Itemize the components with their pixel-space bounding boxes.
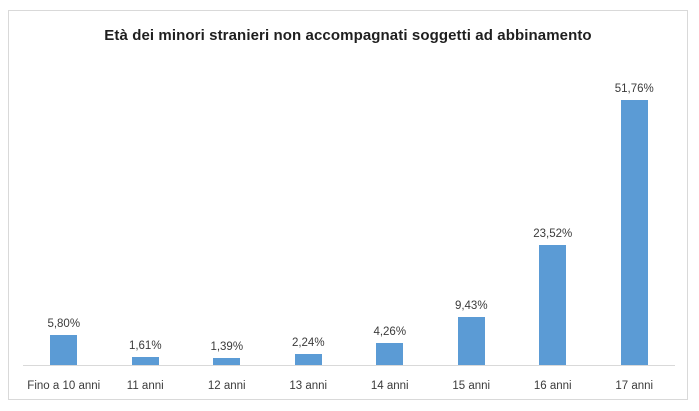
- bar-value-label: 1,39%: [210, 341, 244, 353]
- x-axis-label: 11 anni: [126, 380, 164, 392]
- x-axis-label: 13 anni: [289, 380, 328, 392]
- bar-value-label: 9,43%: [454, 300, 488, 312]
- bar-value-label: 1,61%: [128, 340, 162, 352]
- x-axis: Fino a 10 anni 11 anni 12 anni 13 anni 14 an…: [23, 380, 675, 392]
- chart-title: Età dei minori stranieri non accompagnat…: [104, 27, 592, 44]
- bar: [620, 100, 648, 365]
- bar-group: 9,43%: [431, 74, 513, 365]
- bar-value-label: 4,26%: [373, 326, 407, 338]
- bar-group: 1,39%: [186, 74, 268, 365]
- bar: [539, 245, 567, 365]
- bar-group: 51,76%: [594, 74, 676, 365]
- x-axis-label: 12 anni: [207, 380, 246, 392]
- bar: [50, 335, 78, 365]
- bar: [376, 343, 404, 365]
- bar-value-label: 51,76%: [614, 83, 654, 95]
- chart-frame: Età dei minori stranieri non accompagnat…: [8, 10, 688, 400]
- x-axis-label: 16 anni: [533, 380, 572, 392]
- bar: [213, 358, 241, 365]
- bar-group: 23,52%: [512, 74, 594, 365]
- bar-value-label: 23,52%: [533, 228, 573, 240]
- x-axis-label: 14 anni: [370, 380, 409, 392]
- bar-group: 2,24%: [268, 74, 350, 365]
- x-axis-label: 15 anni: [452, 380, 491, 392]
- bar: [457, 317, 485, 365]
- bar-value-label: 5,80%: [47, 318, 81, 330]
- bar: [131, 357, 159, 365]
- bar-value-label: 2,24%: [291, 337, 325, 349]
- x-axis-label: 17 anni: [615, 380, 654, 392]
- x-axis-label: Fino a 10 anni: [27, 380, 101, 392]
- bar-group: 4,26%: [349, 74, 431, 365]
- bar: [294, 354, 322, 365]
- plot-area: 5,80% 1,61% 1,39% 2,24% 4,26% 9,43% 23,52% 51,7…: [23, 74, 675, 366]
- bar-group: 1,61%: [105, 74, 187, 365]
- bar-group: 5,80%: [23, 74, 105, 365]
